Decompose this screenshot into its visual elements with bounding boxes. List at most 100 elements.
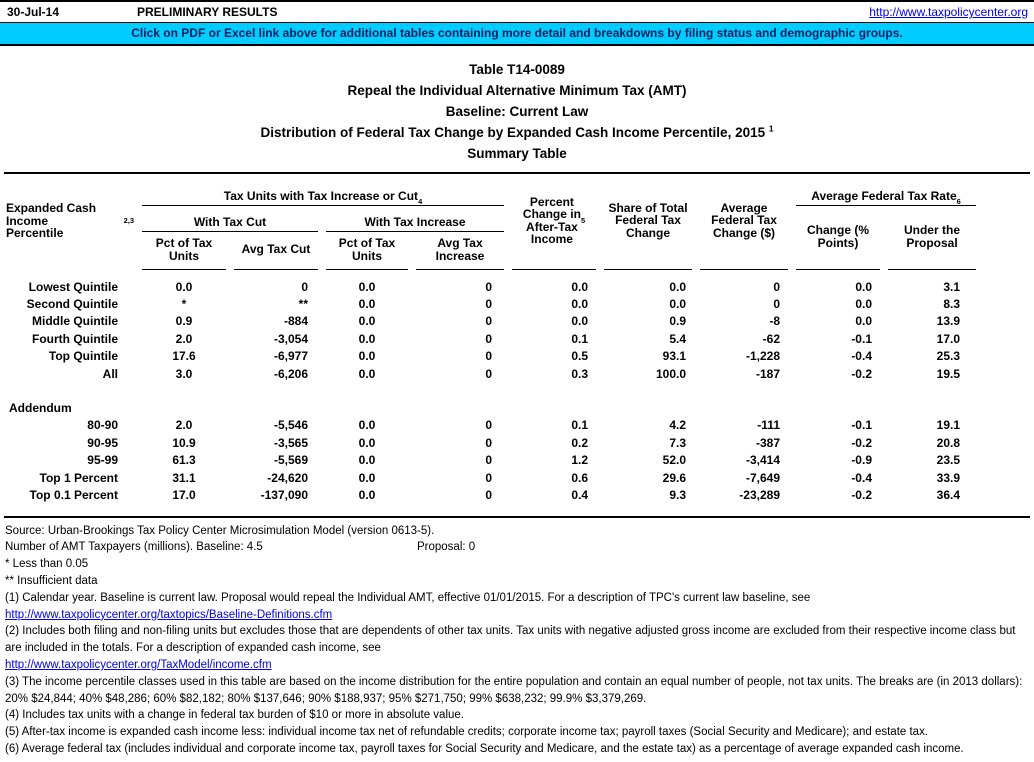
table-row: Top 0.1 Percent 17.0 -137,090 0.0 0 0.4 9.3 -23… bbox=[4, 486, 1030, 503]
value-cell: 0.0 bbox=[855, 314, 872, 329]
footnote-text: * Less than 0.05 bbox=[5, 558, 89, 571]
header-text: Share of Total Federal Tax Change bbox=[604, 174, 692, 270]
value-cell: 0.2 bbox=[571, 435, 588, 450]
table-row: 90-95 10.9 -3,565 0.0 0 0.2 7.3 -387 -0.2 20.8 bbox=[4, 434, 1030, 451]
footnote-link[interactable]: http://www.taxpolicycenter.org/taxtopics… bbox=[5, 608, 333, 621]
value-cell: 2.0 bbox=[175, 331, 193, 346]
footnote-text: (6) Average federal tax (includes indivi… bbox=[5, 743, 964, 756]
header-text: Average Federal Tax Change ($) bbox=[700, 174, 788, 270]
value-cell: 17.0 bbox=[936, 331, 960, 346]
value-cell: 25.3 bbox=[936, 349, 960, 364]
value-cell: 9.3 bbox=[669, 487, 686, 502]
value-cell: -0.2 bbox=[851, 487, 872, 502]
value-cell: -387 bbox=[755, 435, 780, 450]
top-bar: 30-Jul-14 PRELIMINARY RESULTS http://www… bbox=[0, 0, 1034, 23]
table-number: Table T14-0089 bbox=[469, 62, 565, 77]
column-header-avg-tax-increase: Avg Tax Increase bbox=[412, 232, 508, 270]
value-cell: -137,090 bbox=[260, 487, 308, 502]
row-label: 95-99 bbox=[87, 453, 118, 468]
value-cell: 0.0 bbox=[571, 314, 588, 329]
row-label: Fourth Quintile bbox=[32, 331, 118, 346]
title-block: Table T14-0089 Repeal the Individual Alt… bbox=[0, 59, 1034, 164]
header-text-main: Expanded Cash Income Percentile bbox=[6, 201, 97, 241]
value-cell: 7.3 bbox=[669, 435, 686, 450]
value-cell: 0.0 bbox=[358, 453, 376, 468]
value-cell: -24,620 bbox=[267, 470, 308, 485]
value-cell: 3.0 bbox=[175, 366, 193, 381]
value-cell: -5,569 bbox=[273, 453, 308, 468]
header-text: Under the Proposal bbox=[888, 206, 976, 270]
value-cell: -1,228 bbox=[745, 349, 780, 364]
group-header-tax-units: Tax Units with Tax Increase or Cut 4 bbox=[138, 174, 508, 206]
table-row: Lowest Quintile 0.0 0 0.0 0 0.0 0.0 0 0.0 3.1 bbox=[4, 278, 1030, 295]
footnote-line: (3) The income percentile classes used i… bbox=[5, 674, 1029, 708]
footnote-text: (2) Includes both filing and non-filing … bbox=[5, 625, 1016, 655]
group-header-with-tax-increase: With Tax Increase bbox=[322, 206, 508, 232]
site-link[interactable]: http://www.taxpolicycenter.org bbox=[869, 5, 1028, 19]
footnote-text: Number of AMT Taxpayers (millions). Base… bbox=[5, 541, 263, 554]
value-cell: 0.0 bbox=[358, 279, 376, 294]
value-cell: -8 bbox=[769, 314, 780, 329]
value-cell: -0.2 bbox=[851, 366, 872, 381]
value-cell: 0.0 bbox=[358, 435, 376, 450]
value-cell: 5.4 bbox=[669, 331, 686, 346]
value-cell: 0 bbox=[485, 487, 492, 502]
row-label: Addendum bbox=[9, 401, 72, 416]
column-header-pct-tax-units-cut: Pct of Tax Units bbox=[138, 232, 230, 270]
value-cell: 36.4 bbox=[936, 487, 960, 502]
summary-table-label: Summary Table bbox=[467, 146, 567, 161]
footnote-text: (5) After-tax income is expanded cash in… bbox=[5, 726, 929, 739]
row-label: Top Quintile bbox=[48, 349, 118, 364]
value-cell: 0.0 bbox=[669, 279, 686, 294]
value-cell: 17.0 bbox=[172, 487, 196, 502]
value-cell: 52.0 bbox=[662, 453, 686, 468]
value-cell: 0.9 bbox=[175, 314, 193, 329]
value-cell: 0.1 bbox=[571, 331, 588, 346]
value-cell: -0.1 bbox=[851, 331, 872, 346]
value-cell: -7,649 bbox=[745, 470, 780, 485]
footnote-text: (1) Calendar year. Baseline is current l… bbox=[5, 591, 811, 604]
header-text: Change (% Points) bbox=[796, 206, 880, 270]
value-cell: 13.9 bbox=[936, 314, 960, 329]
footnote-link[interactable]: http://www.taxpolicycenter.org/TaxModel/… bbox=[5, 659, 272, 672]
header-text-main: Percent Change in After-Tax Income bbox=[522, 194, 581, 246]
value-cell: 0.0 bbox=[358, 418, 376, 433]
header-text: Average Federal Tax Rate 6 bbox=[796, 174, 976, 206]
row-label: Second Quintile bbox=[26, 297, 118, 312]
table-row: Middle Quintile 0.9 -884 0.0 0 0.0 0.9 -8 0.0 13.… bbox=[4, 313, 1030, 330]
footnote-link-line: http://www.taxpolicycenter.org/taxtopics… bbox=[5, 607, 1029, 624]
row-label: All bbox=[102, 366, 118, 381]
value-cell: 0.1 bbox=[571, 418, 588, 433]
value-cell: -884 bbox=[283, 314, 308, 329]
footnote-line: (2) Includes both filing and non-filing … bbox=[5, 623, 1029, 657]
footer-notes: Source: Urban-Brookings Tax Policy Cente… bbox=[0, 518, 1034, 762]
table-title: Repeal the Individual Alternative Minimu… bbox=[347, 83, 687, 98]
value-cell: 0 bbox=[485, 279, 492, 294]
value-cell: 0.0 bbox=[571, 279, 588, 294]
value-cell: * bbox=[181, 297, 187, 312]
value-cell: 0.0 bbox=[358, 331, 376, 346]
footnote-line: (6) Average federal tax (includes indivi… bbox=[5, 741, 1029, 758]
footnote-line: Source: Urban-Brookings Tax Policy Cente… bbox=[5, 523, 1029, 540]
footnote-text: ** Insufficient data bbox=[5, 575, 98, 588]
header-text: Percent Change in After-Tax Income 5 bbox=[512, 174, 596, 270]
row-label: Top 1 Percent bbox=[39, 470, 118, 485]
footnote-line: (1) Calendar year. Baseline is current l… bbox=[5, 590, 1029, 607]
value-cell: 33.9 bbox=[936, 470, 960, 485]
value-cell: 0.6 bbox=[571, 470, 588, 485]
value-cell: 0.0 bbox=[571, 297, 588, 312]
value-cell: -0.2 bbox=[851, 435, 872, 450]
value-cell: 0 bbox=[485, 314, 492, 329]
subtitle-text: Distribution of Federal Tax Change by Ex… bbox=[260, 125, 769, 140]
header-text: Avg Tax Increase bbox=[416, 232, 504, 270]
value-cell: 0 bbox=[485, 349, 492, 364]
value-cell: 100.0 bbox=[655, 366, 686, 381]
header-text-main: Tax Units with Tax Increase or Cut bbox=[223, 188, 419, 203]
value-cell: -6,206 bbox=[273, 366, 308, 381]
value-cell: 0 bbox=[485, 297, 492, 312]
header-text: With Tax Cut bbox=[142, 206, 318, 232]
spacer-row bbox=[4, 382, 1030, 399]
table-row: 80-90 2.0 -5,546 0.0 0 0.1 4.2 -111 -0.1 19.1 bbox=[4, 417, 1030, 434]
value-cell: 61.3 bbox=[172, 453, 196, 468]
group-header-with-tax-cut: With Tax Cut bbox=[138, 206, 322, 232]
